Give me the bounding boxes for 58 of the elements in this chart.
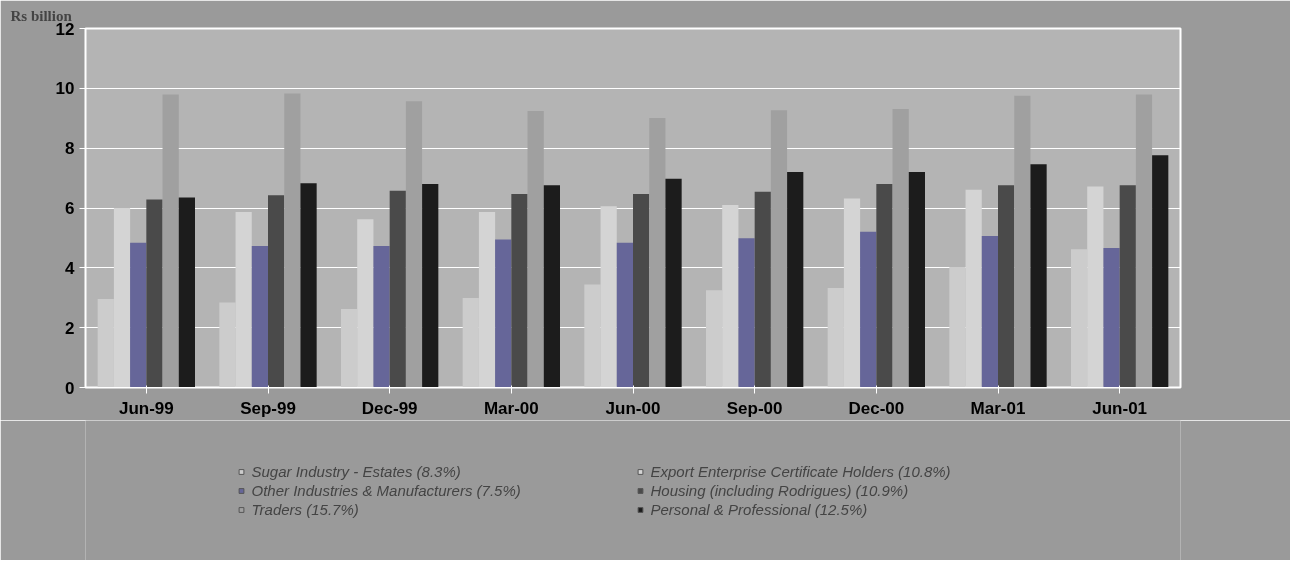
bar (1152, 155, 1169, 388)
bar (405, 101, 423, 388)
bar (665, 178, 682, 388)
x-tick-label: Dec-00 (848, 398, 905, 418)
y-tick-label: 10 (55, 79, 75, 99)
bar (770, 110, 788, 388)
legend-label: Housing (including Rodrigues) (10.9%) (650, 481, 910, 499)
legend-label: Other Industries & Manufacturers (7.5%) (251, 481, 522, 499)
bar (1014, 95, 1031, 388)
x-tick-label: Jun-99 (118, 398, 174, 418)
bar (268, 195, 285, 388)
x-tick-label: Mar-01 (970, 398, 1026, 418)
x-tick-label: Jun-00 (605, 398, 661, 418)
bar (284, 93, 301, 388)
bar (787, 172, 804, 388)
bar (251, 245, 268, 388)
legend-label: Traders (15.7%) (251, 500, 360, 518)
x-tick-label: Jun-01 (1092, 398, 1148, 418)
bar (373, 245, 390, 388)
legend-label: Personal & Professional (12.5%) (650, 500, 869, 518)
bar (1103, 248, 1120, 388)
bar (633, 193, 650, 388)
bar (162, 94, 179, 388)
bar (527, 111, 544, 388)
bar (754, 191, 771, 388)
legend-label: Export Enterprise Certificate Holders (10.8%) (650, 462, 952, 480)
bar (389, 190, 406, 388)
bar (1135, 94, 1153, 388)
bar (860, 231, 877, 388)
y-axis-title: Rs billion (10, 7, 73, 24)
bar (876, 184, 893, 388)
legend-label: Sugar Industry - Estates (8.3%) (251, 462, 462, 480)
bar (495, 239, 512, 388)
x-tick-label: Mar-00 (483, 398, 539, 418)
bar (998, 185, 1015, 388)
bar (616, 242, 633, 388)
y-tick-label: 0 (65, 378, 75, 398)
bar (908, 172, 925, 388)
bar (422, 184, 439, 388)
bar (300, 183, 317, 388)
bar (130, 242, 147, 388)
bar (146, 199, 163, 388)
y-tick-label: 8 (65, 139, 75, 159)
bar (1119, 185, 1136, 388)
bar (543, 185, 560, 388)
bar (1030, 164, 1047, 388)
bar (738, 238, 755, 388)
y-tick-label: 6 (65, 199, 75, 218)
x-tick-label: Sep-00 (726, 398, 783, 418)
bar (981, 236, 998, 388)
x-tick-label: Sep-99 (240, 398, 296, 418)
x-tick-label: Dec-99 (361, 398, 418, 418)
bar (511, 193, 528, 388)
bar (178, 197, 195, 388)
bar (649, 117, 666, 388)
y-tick-label: 4 (65, 258, 76, 278)
bar (892, 108, 909, 388)
y-tick-label: 2 (65, 318, 75, 338)
